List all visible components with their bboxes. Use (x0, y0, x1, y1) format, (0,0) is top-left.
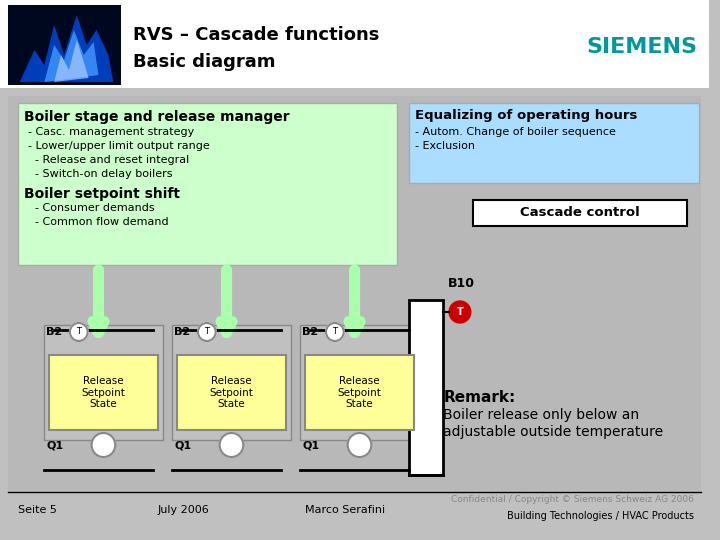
Text: - Casc. management strategy: - Casc. management strategy (27, 127, 194, 137)
Text: Cascade control: Cascade control (521, 206, 640, 219)
Text: - Autom. Change of boiler sequence: - Autom. Change of boiler sequence (415, 127, 616, 137)
Text: T: T (456, 307, 464, 317)
Text: Building Technologies / HVAC Products: Building Technologies / HVAC Products (508, 511, 694, 521)
Text: - Release and reset integral: - Release and reset integral (27, 155, 189, 165)
Text: July 2006: July 2006 (158, 505, 210, 515)
Text: Basic diagram: Basic diagram (133, 53, 276, 71)
FancyBboxPatch shape (177, 355, 286, 430)
FancyBboxPatch shape (8, 5, 121, 85)
FancyBboxPatch shape (305, 355, 414, 430)
Text: B2: B2 (46, 327, 63, 337)
Text: Q1: Q1 (46, 440, 63, 450)
Text: B2: B2 (174, 327, 191, 337)
Text: Boiler stage and release manager: Boiler stage and release manager (24, 110, 289, 124)
FancyBboxPatch shape (18, 103, 397, 265)
FancyBboxPatch shape (8, 96, 701, 491)
FancyBboxPatch shape (300, 325, 418, 440)
Polygon shape (19, 15, 113, 82)
Text: T: T (333, 327, 338, 336)
Circle shape (70, 323, 88, 341)
FancyBboxPatch shape (409, 300, 444, 475)
Text: - Consumer demands: - Consumer demands (27, 203, 154, 213)
Circle shape (326, 323, 343, 341)
Text: B10: B10 (448, 277, 475, 290)
Text: Release
Setpoint
State: Release Setpoint State (210, 376, 253, 409)
Circle shape (198, 323, 216, 341)
FancyBboxPatch shape (0, 0, 709, 92)
Text: Equalizing of operating hours: Equalizing of operating hours (415, 109, 637, 122)
Text: T: T (76, 327, 81, 336)
Text: - Lower/upper limit output range: - Lower/upper limit output range (27, 141, 210, 151)
Text: Boiler setpoint shift: Boiler setpoint shift (24, 187, 179, 201)
Text: Confidential / Copyright © Siemens Schweiz AG 2006: Confidential / Copyright © Siemens Schwe… (451, 496, 694, 504)
Text: - Common flow demand: - Common flow demand (27, 217, 168, 227)
Circle shape (449, 301, 471, 323)
Text: RVS – Cascade functions: RVS – Cascade functions (133, 26, 379, 44)
FancyBboxPatch shape (0, 88, 709, 96)
Text: Seite 5: Seite 5 (18, 505, 57, 515)
Text: Marco Serafini: Marco Serafini (305, 505, 385, 515)
Polygon shape (45, 30, 99, 82)
Circle shape (91, 433, 115, 457)
Text: Q1: Q1 (302, 440, 320, 450)
FancyBboxPatch shape (172, 325, 291, 440)
FancyBboxPatch shape (409, 103, 699, 183)
Text: T: T (204, 327, 210, 336)
Text: adjustable outside temperature: adjustable outside temperature (444, 425, 663, 439)
Text: B2: B2 (302, 327, 318, 337)
FancyBboxPatch shape (45, 325, 163, 440)
Polygon shape (54, 40, 89, 82)
Text: SIEMENS: SIEMENS (586, 37, 697, 57)
Circle shape (348, 433, 372, 457)
Text: Boiler release only below an: Boiler release only below an (444, 408, 639, 422)
FancyBboxPatch shape (49, 355, 158, 430)
Circle shape (220, 433, 243, 457)
Text: Q1: Q1 (174, 440, 192, 450)
Text: Release
Setpoint
State: Release Setpoint State (81, 376, 125, 409)
FancyBboxPatch shape (473, 200, 688, 226)
Text: Remark:: Remark: (444, 390, 516, 405)
Text: - Exclusion: - Exclusion (415, 141, 474, 151)
Text: Release
Setpoint
State: Release Setpoint State (338, 376, 382, 409)
Text: - Switch-on delay boilers: - Switch-on delay boilers (27, 169, 172, 179)
